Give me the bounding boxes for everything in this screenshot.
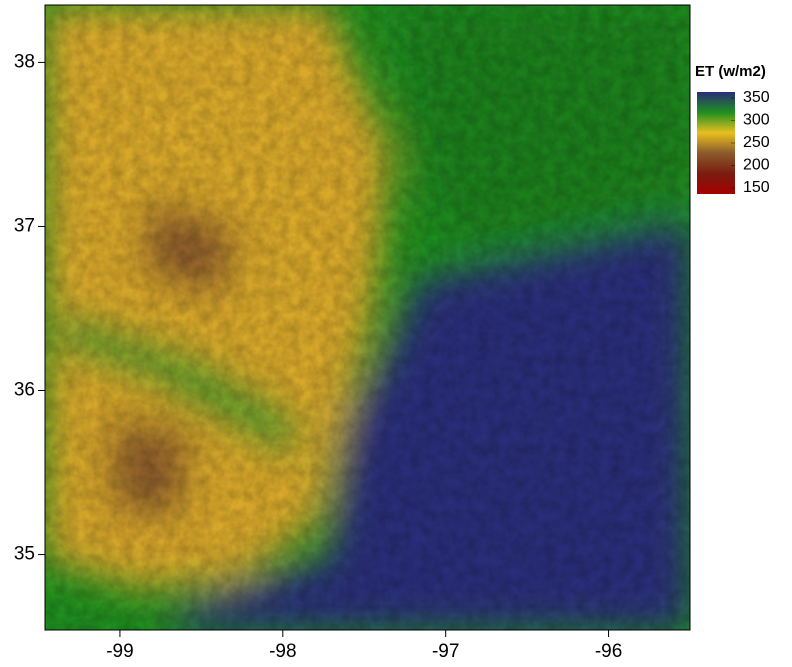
colorbar-label: 150	[743, 179, 770, 196]
y-tick-label: 38	[14, 51, 35, 72]
colorbar-label: 350	[743, 89, 770, 106]
x-tick-label: -99	[106, 641, 133, 662]
y-tick-label: 36	[14, 380, 35, 401]
colorbar-label: 300	[743, 112, 770, 129]
raster	[45, 5, 690, 630]
colorbar-label: 250	[743, 134, 770, 151]
colorbar: ET (w/m2) 150 200 250 300 350	[695, 63, 770, 196]
colorbar-title: ET (w/m2)	[695, 63, 766, 80]
colorbar-scale	[697, 92, 735, 194]
y-tick-label: 35	[14, 544, 35, 565]
colorbar-label: 200	[743, 157, 770, 174]
x-tick-label: -96	[595, 641, 622, 662]
page: {"chart_data": {"type": "heatmap", "xlim…	[0, 0, 792, 667]
y-tick-label: 37	[14, 215, 35, 236]
chart: ET (w/m2) 150 200 250 300 350 -99 -98 -97 -96 35…	[0, 0, 792, 667]
x-tick-label: -98	[269, 641, 296, 662]
x-tick-label: -97	[432, 641, 459, 662]
